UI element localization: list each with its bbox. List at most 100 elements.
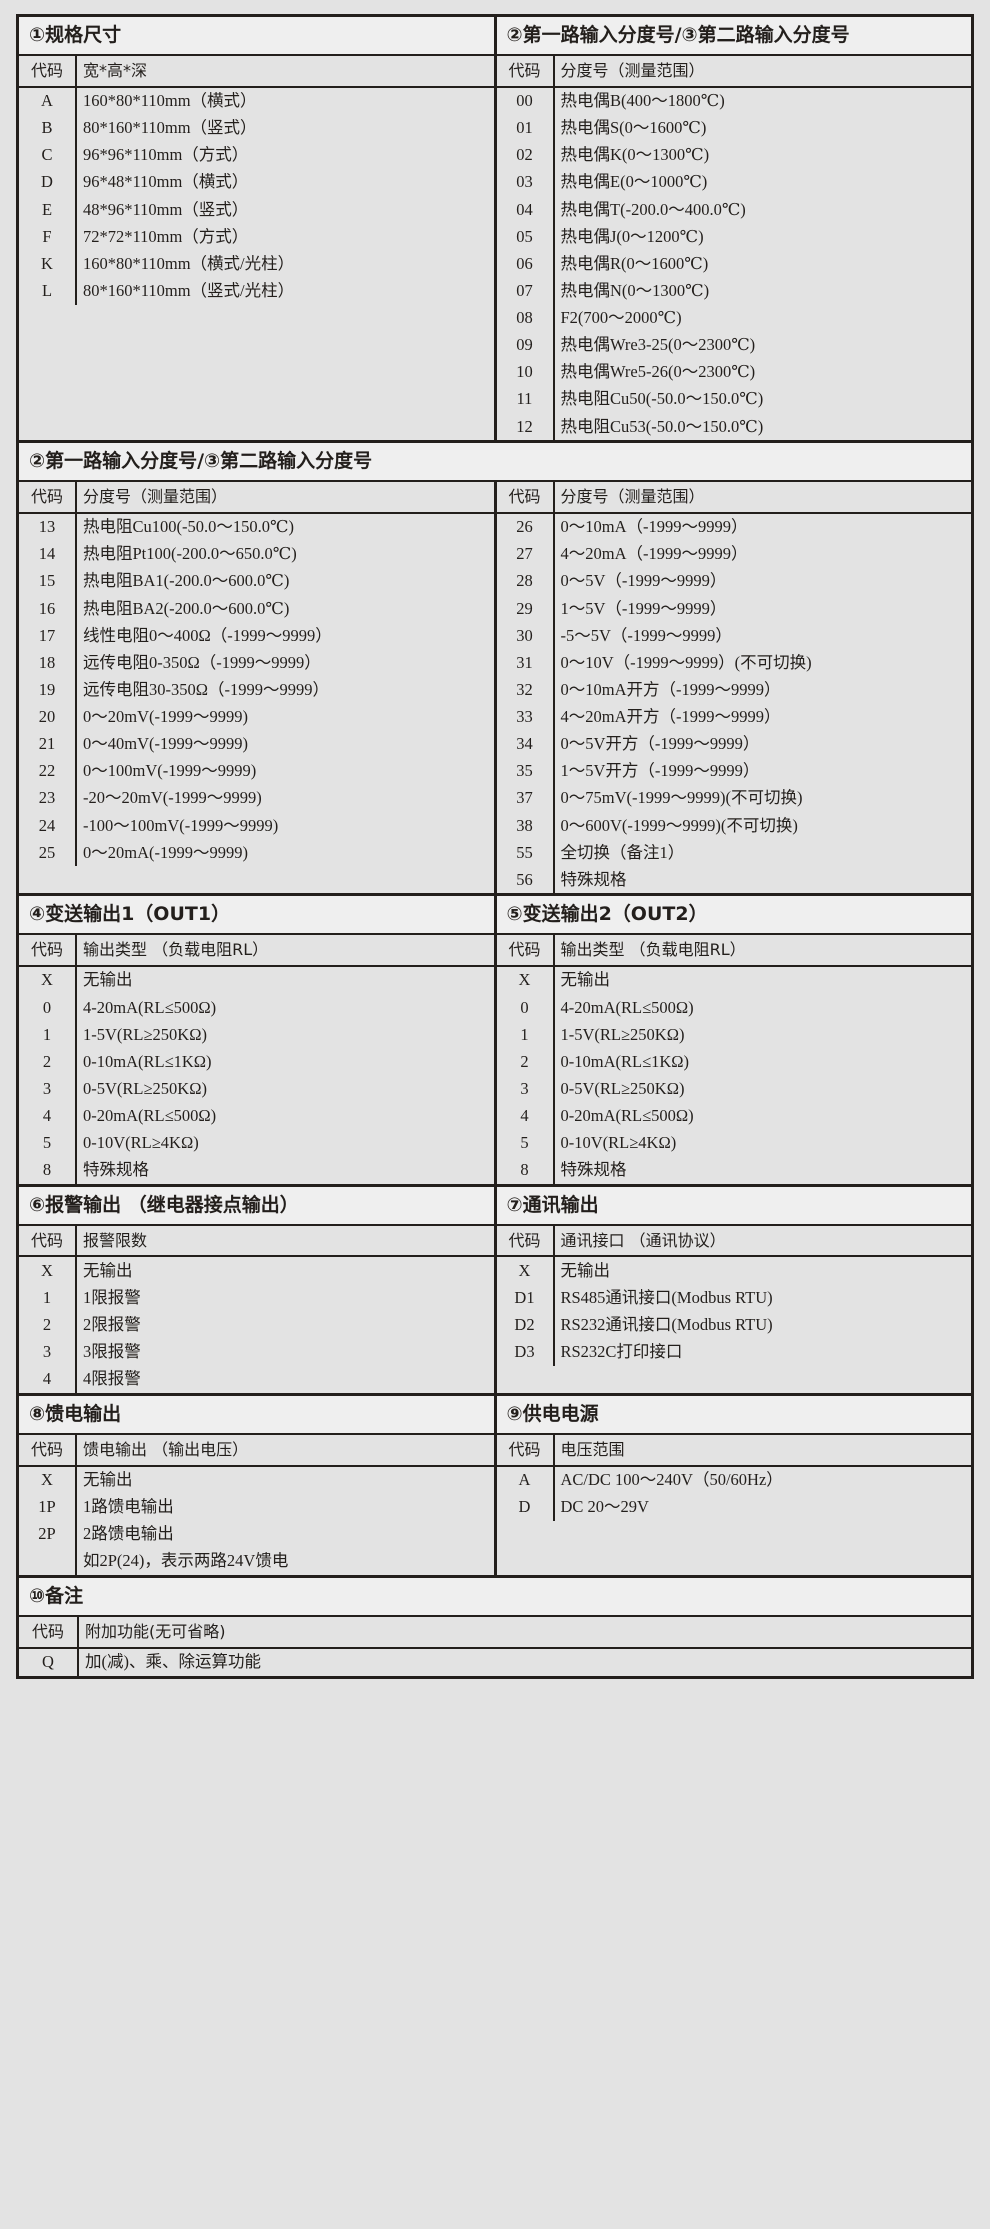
table-row: 38 0～600V(-1999～9999)(不可切换) (496, 812, 972, 840)
table-row: 23 -20～20mV(-1999～9999) (19, 784, 494, 813)
table-row: 01 热电偶S(0～1600℃) (496, 114, 972, 142)
cell-code: 06 (496, 250, 555, 278)
table-row: 24 -100～100mV(-1999～9999) (19, 812, 494, 840)
cell-code: X (496, 1256, 555, 1285)
table-row: 56 特殊规格 (496, 866, 972, 894)
table-row: 30 -5～5V（-1999～9999） (496, 622, 972, 650)
table-power: 代码 电压范围 A AC/DC 100～240V（50/60Hz） D DC 20～2… (496, 1435, 971, 1521)
table-header-row: 代码 分度号（测量范围） (19, 482, 494, 514)
cell-desc: 0～20mV(-1999～9999) (83, 707, 248, 727)
cell-desc: 热电阻Cu50(-50.0～150.0℃) (560, 389, 764, 409)
col-header-code: 代码 (496, 56, 555, 88)
cell-code: 32 (496, 676, 555, 704)
block1-title-row: ①规格尺寸 ②第一路输入分度号/③第二路输入分度号 (19, 17, 971, 56)
table-body-remarks: Q 加(减)、乘、除运算功能 (19, 1647, 971, 1676)
col-header-code: 代码 (19, 1225, 77, 1258)
cell-code: 10 (496, 358, 555, 386)
section-title-feed: ⑧馈电输出 (19, 1396, 494, 1434)
cell-code: 38 (496, 812, 555, 840)
cell-code: 5 (496, 1129, 555, 1157)
table-row: 06 热电偶R(0～1600℃) (496, 250, 972, 278)
panel-input-a: 代码 分度号（测量范围） 00 热电偶B(400～1800℃) 01 热电偶S(0～1… (493, 56, 972, 441)
table-body-feed: X 无输出 1P 1路馈电输出 2P 2路馈电输出 如2P(24)，表示两路24V馈电 (19, 1465, 494, 1576)
cell-code: 4 (19, 1365, 77, 1394)
section-title-power: ⑨供电电源 (493, 1396, 971, 1434)
cell-code: 20 (19, 703, 77, 731)
table-row: 4 4限报警 (19, 1365, 494, 1394)
cell-desc: RS232通讯接口(Modbus RTU) (560, 1315, 773, 1335)
cell-code: 25 (19, 839, 77, 867)
cell-code: 35 (496, 757, 555, 785)
cell-desc: 0-10V(RL≥4KΩ) (560, 1133, 677, 1153)
block5-title-row: ⑧馈电输出 ⑨供电电源 (19, 1396, 971, 1436)
table-row: C 96*96*110mm（方式） (19, 141, 494, 169)
table-row: 4 0-20mA(RL≤500Ω) (19, 1102, 494, 1130)
table-row: E 48*96*110mm（竖式） (19, 196, 494, 224)
table-row: X 无输出 (496, 965, 972, 995)
cell-code: 13 (19, 512, 77, 541)
cell-desc: 1～5V开方（-1999～9999） (560, 761, 760, 781)
cell-code: 3 (19, 1338, 77, 1366)
table-row: 18 远传电阻0-350Ω（-1999～9999） (19, 649, 494, 677)
table-body-input-b-left: 13 热电阻Cu100(-50.0～150.0℃) 14 热电阻Pt100(-200.… (19, 512, 494, 867)
table-row: 13 热电阻Cu100(-50.0～150.0℃) (19, 512, 494, 541)
table-body-input-b-right: 26 0～10mA（-1999～9999） 27 4～20mA（-1999～9999）… (496, 512, 972, 894)
cell-code: D (496, 1493, 555, 1521)
cell-desc: 1-5V(RL≥250KΩ) (560, 1024, 685, 1044)
block5-panels: 代码 馈电输出 （输出电压） X 无输出 1P 1路馈电输出 2P 2路馈电输出 如2P(2… (19, 1435, 971, 1576)
table-out2: 代码 输出类型 （负载电阻RL） X 无输出 0 4-20mA(RL≤500Ω) 1 1-… (496, 935, 972, 1184)
table-row: X 无输出 (19, 965, 494, 995)
cell-code: 1 (496, 1021, 555, 1049)
cell-desc: 3限报警 (83, 1342, 141, 1362)
cell-code: 4 (496, 1102, 555, 1130)
table-row: 1 1限报警 (19, 1284, 494, 1312)
col-header-desc: 分度号（测量范围） (553, 482, 971, 514)
block4-title-row: ⑥报警输出 （继电器接点输出） ⑦通讯输出 (19, 1186, 971, 1226)
table-row: 19 远传电阻30-350Ω（-1999～9999） (19, 676, 494, 704)
table-row: 07 热电偶N(0～1300℃) (496, 277, 972, 305)
cell-code: 08 (496, 304, 555, 332)
table-row: D1 RS485通讯接口(Modbus RTU) (496, 1284, 972, 1312)
block4-panels: 代码 报警限数 X 无输出 1 1限报警 2 2限报警 3 3限报警 4 4限报警 代码 通讯接口… (19, 1225, 972, 1394)
table-feed: 代码 馈电输出 （输出电压） X 无输出 1P 1路馈电输出 2P 2路馈电输出 如2P(2… (19, 1435, 494, 1576)
block2-panels: 代码 分度号（测量范围） 13 热电阻Cu100(-50.0～150.0℃) 14 热… (19, 482, 972, 894)
cell-code: D3 (496, 1338, 555, 1366)
cell-desc: 远传电阻0-350Ω（-1999～9999） (83, 652, 321, 672)
table-row: 12 热电阻Cu53(-50.0～150.0℃) (496, 413, 972, 441)
cell-desc: 加(减)、乘、除运算功能 (85, 1652, 261, 1672)
cell-desc: 0～10V（-1999～9999）(不可切换) (560, 652, 812, 672)
section-title-input-a: ②第一路输入分度号/③第二路输入分度号 (493, 17, 971, 54)
table-row: 2P 2路馈电输出 (19, 1520, 494, 1548)
cell-code: 03 (496, 168, 555, 197)
cell-code: 29 (496, 595, 555, 623)
block3-panels: 代码 输出类型 （负载电阻RL） X 无输出 0 4-20mA(RL≤500Ω) 1 1-… (19, 935, 971, 1184)
cell-code: 37 (496, 784, 555, 813)
table-input-b-right: 代码 分度号（测量范围） 26 0～10mA（-1999～9999） 27 4～20m… (496, 482, 972, 894)
cell-desc: 无输出 (560, 970, 611, 990)
col-header-desc: 电压范围 (553, 1435, 971, 1467)
panel-comm: 代码 通讯接口 （通讯协议） X 无输出 D1 RS485通讯接口(Modbus RT… (493, 1225, 972, 1394)
cell-desc: RS232C打印接口 (560, 1342, 683, 1362)
cell-desc: 无输出 (83, 970, 133, 990)
cell-code: 15 (19, 567, 77, 596)
table-body-input-a: 00 热电偶B(400～1800℃) 01 热电偶S(0～1600℃) 02 热电偶K(0… (496, 86, 972, 441)
cell-code: L (19, 277, 77, 305)
section-title-input-b: ②第一路输入分度号/③第二路输入分度号 (19, 443, 971, 483)
cell-code: 5 (19, 1129, 77, 1157)
table-row: A 160*80*110mm（横式） (19, 86, 494, 115)
cell-code: 0 (19, 994, 77, 1022)
cell-desc: 热电偶R(0～1600℃) (560, 253, 709, 273)
cell-desc: 80*160*110mm（竖式/光柱） (83, 280, 295, 300)
table-row: 00 热电偶B(400～1800℃) (496, 86, 972, 115)
block1-panels: 代码 宽*高*深 A 160*80*110mm（横式） B 80*160*110mm（… (19, 56, 972, 441)
table-row: 09 热电偶Wre3-25(0～2300℃) (496, 331, 972, 359)
col-header-desc: 分度号（测量范围） (76, 482, 494, 514)
table-row: D 96*48*110mm（横式） (19, 168, 494, 197)
col-header-code: 代码 (19, 935, 77, 967)
section-title-out2: ⑤变送输出2（OUT2） (493, 896, 971, 934)
table-row: 17 线性电阻0～400Ω（-1999～9999） (19, 622, 494, 650)
table-header-row: 代码 馈电输出 （输出电压） (19, 1435, 494, 1467)
cell-desc: 72*72*110mm（方式） (83, 226, 249, 246)
table-body-out2: X 无输出 0 4-20mA(RL≤500Ω) 1 1-5V(RL≥250KΩ) 2 0-10… (496, 965, 972, 1184)
table-row: F 72*72*110mm（方式） (19, 223, 494, 251)
